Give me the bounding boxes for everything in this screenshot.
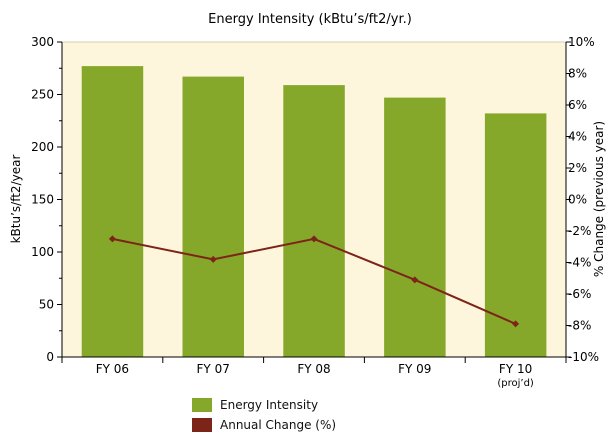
y2-tick-label: -4% (568, 256, 591, 270)
y2-tick-label: 4% (568, 130, 587, 144)
y-tick-label: 0 (46, 350, 54, 364)
legend-label-annual-change: Annual Change (%) (220, 418, 337, 432)
line-point-4 (411, 276, 419, 284)
legend: Energy Intensity Annual Change (%) (192, 396, 336, 436)
legend-label-energy-intensity: Energy Intensity (220, 398, 319, 412)
y2-tick-label: 0% (568, 193, 587, 207)
bar-1 (81, 66, 144, 357)
y2-tick-label: 10% (568, 35, 595, 49)
legend-item-energy-intensity: Energy Intensity (192, 396, 336, 414)
line-point-2 (209, 255, 217, 263)
y-tick-label: 100 (31, 245, 54, 259)
y-tick-label: 300 (31, 35, 54, 49)
x-tick-label: FY 07 (197, 362, 230, 376)
line-point-3 (310, 235, 318, 243)
y2-tick-label: 8% (568, 67, 587, 81)
y2-tick-label: -6% (568, 287, 591, 301)
bar-series (81, 66, 547, 358)
bar-5 (484, 113, 547, 358)
y-tick-label: 150 (31, 193, 54, 207)
legend-swatch-line (192, 418, 212, 432)
x-tick-label: FY 09 (398, 362, 431, 376)
legend-swatch-bar (192, 398, 212, 412)
x-tick-label: FY 06 (96, 362, 129, 376)
line-point-5 (512, 320, 520, 328)
y2-tick-label: -8% (568, 319, 591, 333)
y2-tick-label: 2% (568, 161, 587, 175)
legend-item-annual-change: Annual Change (%) (192, 416, 336, 434)
y-axis-label: kBtu’s/ft2/year (9, 155, 23, 244)
bar-3 (283, 85, 345, 357)
chart-title: Energy Intensity (kBtu’s/ft2/yr.) (208, 12, 412, 27)
y2-tick-label: -2% (568, 224, 591, 238)
y2-axis-label: % Change (previous year) (592, 121, 606, 277)
axes: 0 50 100 150 200 250 300 -10% -8% -6% -4% -2% 0% 2% 4%… (31, 35, 599, 389)
bar-2 (182, 76, 244, 357)
x-tick-sublabel: (proj’d) (497, 378, 534, 389)
line-point-1 (108, 235, 116, 243)
y2-tick-label: 6% (568, 98, 587, 112)
y2-tick-label: -10% (568, 350, 599, 364)
bar-4 (384, 97, 446, 357)
x-tick-label: FY 08 (297, 362, 330, 376)
y-tick-label: 50 (39, 298, 54, 312)
line-series (108, 235, 520, 328)
x-tick-label: FY 10 (499, 362, 532, 376)
y-tick-label: 250 (31, 88, 54, 102)
y-tick-label: 200 (31, 140, 54, 154)
